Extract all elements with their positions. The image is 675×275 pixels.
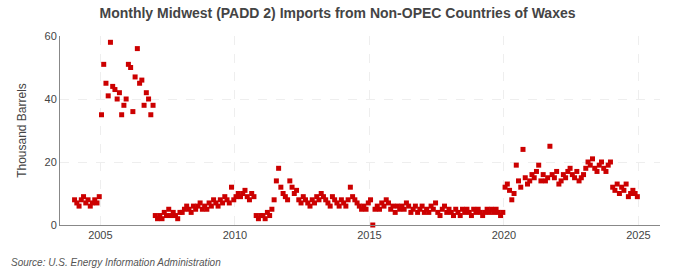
svg-text:2005: 2005 — [88, 229, 112, 241]
svg-text:Monthly Midwest (PADD 2) Impor: Monthly Midwest (PADD 2) Imports from No… — [99, 5, 575, 21]
svg-text:Source: U.S. Energy Informatio: Source: U.S. Energy Information Administ… — [11, 257, 221, 268]
svg-text:Thousand Barrels: Thousand Barrels — [15, 83, 29, 178]
svg-text:20: 20 — [45, 156, 57, 168]
svg-text:40: 40 — [45, 93, 57, 105]
svg-text:2025: 2025 — [626, 229, 650, 241]
svg-text:0: 0 — [51, 219, 57, 231]
svg-text:2015: 2015 — [357, 229, 381, 241]
svg-text:60: 60 — [45, 30, 57, 42]
svg-text:2010: 2010 — [223, 229, 247, 241]
svg-text:2020: 2020 — [492, 229, 516, 241]
